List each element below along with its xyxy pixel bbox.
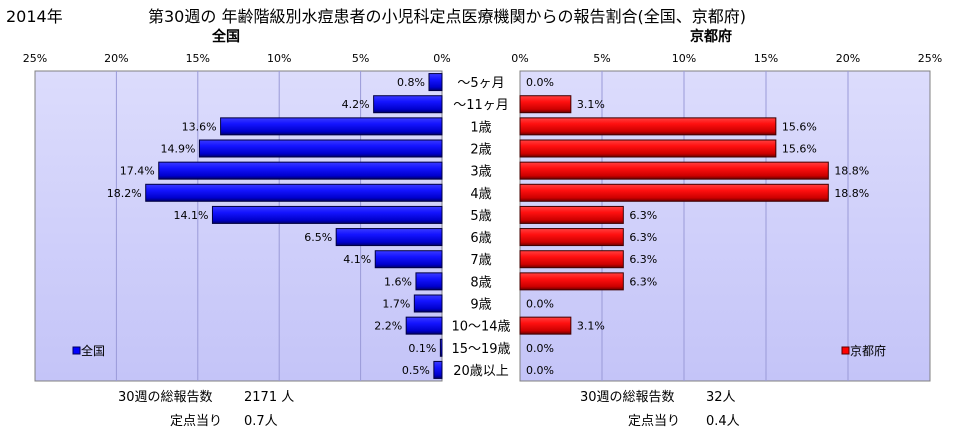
age-category-label: 2歳: [470, 143, 491, 158]
kyoto-data-label: 0.0%: [526, 342, 554, 355]
national-data-label: 17.4%: [120, 165, 155, 178]
kyoto-per-value: 0.4人: [706, 414, 740, 429]
national-bar: [374, 250, 443, 269]
age-category-label: 6歳: [470, 231, 491, 246]
kyoto-data-label: 0.0%: [526, 364, 554, 377]
kyoto-data-label: 6.3%: [629, 209, 657, 222]
national-panel-title: 全国: [212, 29, 240, 45]
kyoto-tick-label: 0%: [511, 52, 528, 65]
national-bar: [405, 316, 443, 335]
kyoto-bar: [519, 183, 829, 202]
kyoto-tick-label: 10%: [672, 52, 696, 65]
kyoto-data-label: 3.1%: [577, 320, 605, 333]
kyoto-bar: [519, 272, 624, 291]
kyoto-data-label: 0.0%: [526, 76, 554, 89]
kyoto-data-label: 18.8%: [834, 165, 869, 178]
kyoto-data-label: 0.0%: [526, 298, 554, 311]
year-label: 2014年: [6, 7, 63, 26]
national-bar: [439, 338, 443, 357]
kyoto-data-label: 6.3%: [629, 231, 657, 244]
national-tick-label: 0%: [433, 52, 450, 65]
kyoto-tick-label: 15%: [754, 52, 778, 65]
national-bar: [198, 139, 443, 158]
national-total-label: 30週の総報告数: [118, 390, 213, 405]
age-category-label: 3歳: [470, 165, 491, 180]
kyoto-data-label: 6.3%: [629, 253, 657, 266]
kyoto-total-value: 32人: [706, 390, 736, 405]
national-per-value: 0.7人: [244, 414, 278, 429]
kyoto-bar: [519, 161, 829, 180]
national-data-label: 0.8%: [397, 76, 425, 89]
kyoto-bar: [519, 95, 572, 114]
national-bar: [373, 95, 443, 114]
age-category-label: ～5ヶ月: [457, 76, 504, 91]
national-legend-label: 全国: [81, 343, 105, 358]
age-category-label: 9歳: [470, 298, 491, 313]
kyoto-bar: [519, 117, 777, 136]
kyoto-data-label: 3.1%: [577, 98, 605, 111]
national-data-label: 13.6%: [182, 120, 217, 133]
age-category-label: ～11ヶ月: [453, 98, 509, 113]
age-category-label: 7歳: [470, 253, 491, 268]
kyoto-bar: [519, 139, 777, 158]
national-bar: [211, 205, 443, 224]
national-per-label: 定点当り: [170, 414, 223, 429]
kyoto-data-label: 15.6%: [782, 120, 817, 133]
national-bar: [433, 360, 443, 379]
age-category-label: 8歳: [470, 275, 491, 290]
kyoto-total-label: 30週の総報告数: [580, 390, 675, 405]
national-legend-swatch: [72, 346, 81, 355]
national-data-label: 0.5%: [402, 364, 430, 377]
age-category-label: 20歳以上: [453, 364, 509, 379]
age-category-label: 4歳: [470, 187, 491, 202]
kyoto-data-label: 6.3%: [629, 275, 657, 288]
kyoto-bar: [519, 228, 624, 247]
national-tick-label: 5%: [352, 52, 369, 65]
kyoto-tick-label: 5%: [593, 52, 610, 65]
kyoto-legend-label: 京都府: [850, 343, 886, 358]
national-tick-label: 20%: [104, 52, 128, 65]
national-total-value: 2171 人: [244, 390, 295, 405]
national-data-label: 18.2%: [107, 187, 142, 200]
national-data-label: 4.1%: [343, 253, 371, 266]
kyoto-data-label: 15.6%: [782, 143, 817, 156]
national-bar: [428, 73, 443, 92]
kyoto-bar: [519, 316, 572, 335]
kyoto-data-label: 18.8%: [834, 187, 869, 200]
kyoto-panel-title: 京都府: [690, 29, 732, 45]
national-tick-label: 10%: [267, 52, 291, 65]
national-bar: [220, 117, 443, 136]
chart-title: 第30週の 年齢階級別水痘患者の小児科定点医療機関からの報告割合(全国、京都府): [148, 7, 746, 26]
kyoto-tick-label: 25%: [918, 52, 942, 65]
national-data-label: 4.2%: [342, 98, 370, 111]
kyoto-per-label: 定点当り: [628, 414, 681, 429]
national-data-label: 1.6%: [384, 275, 412, 288]
national-bar: [413, 294, 443, 313]
age-category-label: 15～19歳: [451, 342, 510, 357]
national-bar: [415, 272, 443, 291]
national-data-label: 0.1%: [408, 342, 436, 355]
national-bar: [145, 183, 443, 202]
national-tick-label: 25%: [23, 52, 47, 65]
national-data-label: 1.7%: [382, 298, 410, 311]
kyoto-bar: [519, 205, 624, 224]
kyoto-legend-swatch: [841, 346, 850, 355]
kyoto-bar: [519, 250, 624, 269]
national-bar: [158, 161, 443, 180]
national-data-label: 14.1%: [173, 209, 208, 222]
kyoto-tick-label: 20%: [836, 52, 860, 65]
age-category-label: 5歳: [470, 209, 491, 224]
age-category-label: 1歳: [470, 120, 491, 135]
national-tick-label: 15%: [186, 52, 210, 65]
national-data-label: 2.2%: [374, 320, 402, 333]
age-category-label: 10～14歳: [451, 320, 510, 335]
national-data-label: 14.9%: [160, 143, 195, 156]
national-data-label: 6.5%: [304, 231, 332, 244]
national-bar: [335, 228, 443, 247]
